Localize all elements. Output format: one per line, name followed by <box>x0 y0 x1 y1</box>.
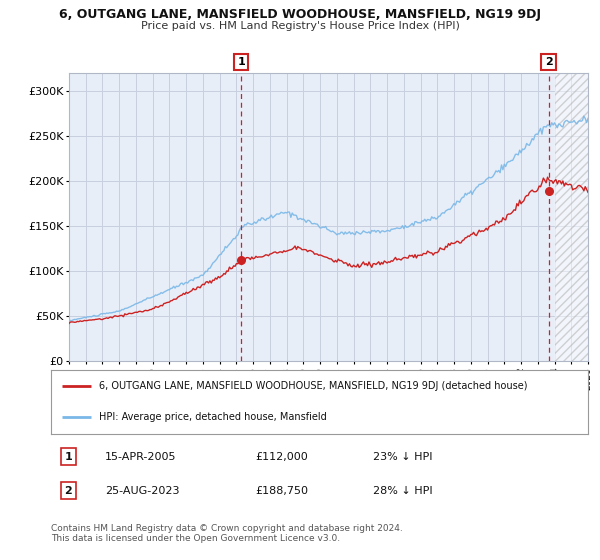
Text: 2: 2 <box>545 57 553 67</box>
Text: £188,750: £188,750 <box>255 486 308 496</box>
Text: 23% ↓ HPI: 23% ↓ HPI <box>373 452 433 462</box>
Text: Contains HM Land Registry data © Crown copyright and database right 2024.: Contains HM Land Registry data © Crown c… <box>51 524 403 533</box>
Text: 15-APR-2005: 15-APR-2005 <box>105 452 176 462</box>
Bar <box>554 73 588 361</box>
Point <box>236 256 246 265</box>
Text: 1: 1 <box>64 452 72 462</box>
Text: £112,000: £112,000 <box>255 452 308 462</box>
Text: 6, OUTGANG LANE, MANSFIELD WOODHOUSE, MANSFIELD, NG19 9DJ: 6, OUTGANG LANE, MANSFIELD WOODHOUSE, MA… <box>59 8 541 21</box>
Text: 2: 2 <box>64 486 72 496</box>
Text: 25-AUG-2023: 25-AUG-2023 <box>105 486 179 496</box>
Text: 6, OUTGANG LANE, MANSFIELD WOODHOUSE, MANSFIELD, NG19 9DJ (detached house): 6, OUTGANG LANE, MANSFIELD WOODHOUSE, MA… <box>100 381 528 391</box>
Bar <box>554 73 588 361</box>
Text: Price paid vs. HM Land Registry's House Price Index (HPI): Price paid vs. HM Land Registry's House … <box>140 21 460 31</box>
Text: 28% ↓ HPI: 28% ↓ HPI <box>373 486 433 496</box>
Text: 1: 1 <box>238 57 245 67</box>
Point <box>544 186 553 195</box>
Text: This data is licensed under the Open Government Licence v3.0.: This data is licensed under the Open Gov… <box>51 534 340 543</box>
Text: HPI: Average price, detached house, Mansfield: HPI: Average price, detached house, Mans… <box>100 412 327 422</box>
